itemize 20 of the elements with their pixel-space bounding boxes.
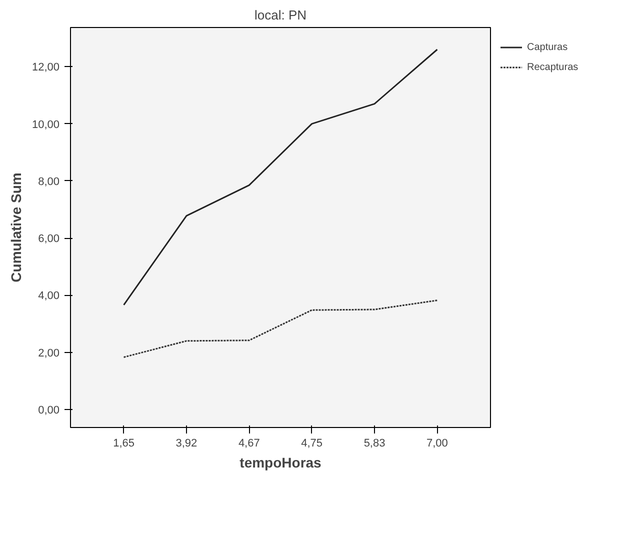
chart-title: local: PN <box>254 8 307 22</box>
y-tick-label: 8,00 <box>38 176 60 188</box>
y-tick-label: 0,00 <box>38 404 60 416</box>
y-tick-label: 6,00 <box>38 233 60 246</box>
y-axis-title: Cumulative Sum <box>8 172 24 282</box>
line-series <box>123 300 438 358</box>
x-tick-label: 5,83 <box>364 438 386 450</box>
x-tick-label: 4,67 <box>238 438 260 450</box>
legend-label: Recapturas <box>527 62 578 72</box>
y-tick-label: 12,00 <box>32 62 60 74</box>
legend-label: Capturas <box>527 42 568 52</box>
y-tick-label: 2,00 <box>38 347 60 360</box>
y-tick-label: 10,00 <box>32 118 60 131</box>
x-tick-label: 3,92 <box>176 438 198 450</box>
x-axis-title: tempoHoras <box>240 454 322 470</box>
x-tick-label: 4,75 <box>301 438 323 450</box>
x-tick-label: 7,00 <box>426 438 448 450</box>
x-tick-label: 1,65 <box>113 438 134 450</box>
y-tick-label: 4,00 <box>38 290 60 302</box>
line-series <box>123 48 438 306</box>
